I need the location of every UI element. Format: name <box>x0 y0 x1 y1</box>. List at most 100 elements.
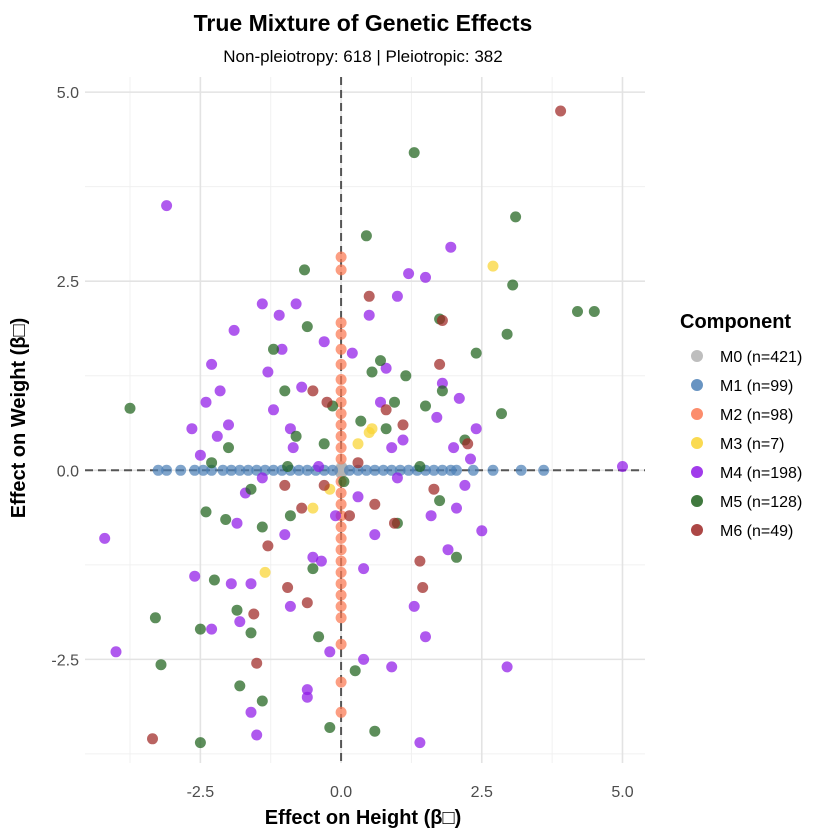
data-point <box>259 566 271 578</box>
data-point <box>335 498 347 510</box>
data-point <box>284 510 296 522</box>
data-point <box>436 385 448 397</box>
data-point <box>408 600 420 612</box>
data-point <box>380 423 392 435</box>
data-point <box>318 438 330 450</box>
data-point <box>335 396 347 408</box>
data-point <box>434 495 446 507</box>
data-point <box>420 631 431 643</box>
data-point <box>403 268 415 280</box>
data-point <box>256 695 268 707</box>
data-point <box>425 510 437 522</box>
data-point <box>355 415 367 427</box>
data-point <box>335 544 347 556</box>
data-point <box>287 442 299 454</box>
data-point <box>245 627 257 639</box>
data-point <box>400 370 412 382</box>
data-point <box>335 442 347 454</box>
data-point <box>436 464 448 476</box>
data-point <box>335 374 347 385</box>
data-point <box>251 729 263 741</box>
y-tick-label: 2.5 <box>57 274 79 291</box>
data-points <box>99 105 628 749</box>
x-axis-title: Effect on Height (β□) <box>265 807 462 829</box>
data-point <box>284 600 296 612</box>
data-point <box>462 438 474 450</box>
data-point <box>324 646 336 658</box>
data-point <box>335 385 347 397</box>
data-point <box>363 290 375 302</box>
data-point <box>451 464 462 476</box>
tick-labels: -2.5 0.0 2.5 5.0 -2.5 0.0 2.5 5.0 <box>51 85 633 801</box>
data-point <box>335 578 347 590</box>
data-point <box>442 544 454 556</box>
data-point <box>318 336 330 348</box>
data-point <box>467 464 479 476</box>
data-point <box>389 517 400 529</box>
data-point <box>344 510 355 522</box>
data-point <box>234 464 246 476</box>
data-point <box>335 521 347 533</box>
legend-label: M4 (n=198) <box>720 465 802 482</box>
data-point <box>363 309 375 321</box>
data-point <box>397 419 409 431</box>
y-tick-label: -2.5 <box>51 652 79 669</box>
data-point <box>588 306 600 317</box>
data-point <box>369 725 381 737</box>
data-point <box>214 385 226 397</box>
data-point <box>296 381 308 393</box>
series-6 <box>147 105 567 745</box>
legend-label: M2 (n=98) <box>720 407 793 424</box>
data-point <box>335 487 347 499</box>
series-4 <box>99 200 628 749</box>
legend-key <box>691 379 703 391</box>
data-point <box>369 498 381 510</box>
data-point <box>200 506 212 518</box>
legend-key <box>691 408 703 420</box>
data-point <box>225 578 237 590</box>
data-point <box>234 680 246 692</box>
data-point <box>335 317 347 329</box>
data-point <box>476 525 488 537</box>
data-point <box>290 298 302 310</box>
data-point <box>301 684 313 696</box>
data-point <box>251 657 263 669</box>
data-point <box>330 510 341 522</box>
data-point <box>375 396 386 408</box>
data-point <box>124 402 136 414</box>
chart-subtitle: Non-pleiotropy: 618 | Pleiotropic: 382 <box>223 47 502 66</box>
legend-key <box>691 437 703 449</box>
y-tick-label: 5.0 <box>57 85 79 102</box>
data-point <box>453 392 465 404</box>
data-point <box>161 464 173 476</box>
x-tick-label: 2.5 <box>471 784 493 801</box>
data-point <box>470 423 482 435</box>
data-point <box>335 328 347 340</box>
data-point <box>318 479 330 491</box>
data-point <box>321 396 333 408</box>
data-point <box>206 457 218 469</box>
data-point <box>290 430 302 442</box>
data-point <box>344 464 355 476</box>
data-point <box>315 555 327 567</box>
data-point <box>194 737 206 749</box>
data-point <box>284 423 296 435</box>
data-point <box>335 555 347 567</box>
data-point <box>515 464 527 476</box>
data-point <box>487 464 499 476</box>
data-point <box>349 665 361 677</box>
data-point <box>420 271 431 283</box>
data-point <box>276 343 288 355</box>
data-point <box>496 408 507 420</box>
data-point <box>228 324 240 336</box>
data-point <box>194 449 206 461</box>
data-point <box>470 347 482 359</box>
data-point <box>296 502 308 514</box>
data-point <box>301 321 313 333</box>
data-point <box>555 105 567 117</box>
data-point <box>220 514 232 525</box>
data-point <box>335 453 347 465</box>
data-point <box>335 612 347 624</box>
data-point <box>223 419 234 431</box>
data-point <box>217 464 229 476</box>
